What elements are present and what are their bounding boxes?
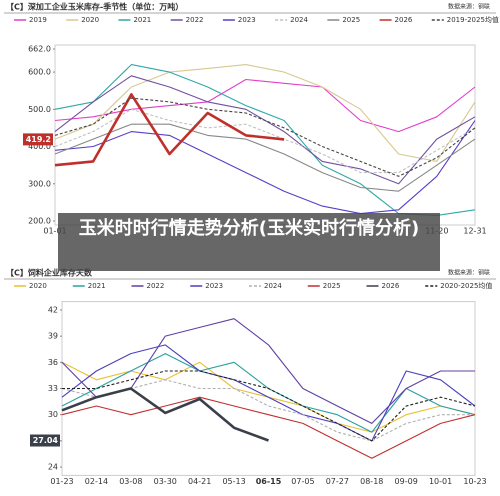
legend-label: 2023 bbox=[205, 282, 223, 290]
y-tick-label: 200.0 bbox=[28, 217, 51, 226]
legend-label: 2019 bbox=[29, 16, 47, 24]
x-tick-label: 05-13 bbox=[222, 477, 245, 486]
legend-label: 2019-2025均值 bbox=[447, 15, 499, 24]
source: 数据来源：钢联 bbox=[448, 3, 490, 11]
series-line bbox=[54, 78, 476, 133]
y-tick-label: 500.0 bbox=[28, 105, 51, 114]
series-line bbox=[54, 108, 476, 174]
series-line bbox=[62, 370, 476, 442]
y-tick-label: 36 bbox=[48, 358, 58, 367]
x-tick-label: 12-31 bbox=[463, 227, 486, 236]
x-tick-label: 01-23 bbox=[50, 477, 73, 486]
x-tick-label: 02-14 bbox=[85, 477, 108, 486]
y-tick-label: 662.0 bbox=[28, 45, 51, 54]
legend-label: 2022 bbox=[186, 16, 204, 24]
source: 数据来源：钢联 bbox=[448, 269, 490, 277]
x-tick-label: 07-05 bbox=[291, 477, 314, 486]
y-tick-label: 600.0 bbox=[28, 68, 51, 77]
legend-label: 2025 bbox=[342, 16, 360, 24]
x-tick-label: 01-01 bbox=[43, 227, 66, 236]
y-tick-label: 42 bbox=[48, 305, 58, 314]
y-tick-label: 33 bbox=[48, 384, 58, 393]
x-tick-label: 10-23 bbox=[463, 477, 486, 486]
legend-label: 2023 bbox=[238, 16, 256, 24]
legend-label: 2021 bbox=[88, 282, 106, 290]
x-tick-label: 03-30 bbox=[154, 477, 177, 486]
y-tick-label: 24 bbox=[48, 463, 58, 472]
current-value-label: 27.04 bbox=[33, 436, 59, 445]
series-line bbox=[54, 64, 476, 216]
series-line bbox=[54, 93, 285, 167]
series-line bbox=[61, 318, 475, 424]
series-line bbox=[61, 387, 269, 442]
chart-title: 【C】深加工企业玉米库存-季节性（单位：万吨） bbox=[6, 2, 183, 12]
legend-label: 2025 bbox=[323, 282, 341, 290]
y-tick-label: 30 bbox=[48, 410, 58, 419]
current-value-label: 419.2 bbox=[26, 135, 51, 144]
x-tick-label: 10-01 bbox=[429, 477, 452, 486]
legend-label: 2020 bbox=[29, 282, 47, 290]
legend-label: 2022 bbox=[147, 282, 165, 290]
legend-label: 2020-2025均值 bbox=[440, 281, 492, 290]
overlay-title: 玉米时时行情走势分析(玉米实时行情分析) bbox=[58, 213, 440, 271]
series-line bbox=[61, 344, 476, 442]
legend-label: 2026 bbox=[395, 16, 413, 24]
legend-label: 2021 bbox=[133, 16, 151, 24]
chart-title: 【C】饲料企业库存天数 bbox=[6, 268, 93, 278]
legend-label: 2024 bbox=[264, 282, 282, 290]
legend-label: 2024 bbox=[290, 16, 308, 24]
x-tick-label: 07-27 bbox=[326, 477, 349, 486]
series-line bbox=[54, 64, 476, 162]
x-tick-label: 03-08 bbox=[119, 477, 142, 486]
series-line bbox=[54, 97, 476, 177]
y-tick-label: 400.0 bbox=[28, 142, 51, 151]
x-tick-label: 09-09 bbox=[395, 477, 418, 486]
current-value-box bbox=[23, 133, 53, 146]
y-tick-label: 39 bbox=[48, 332, 58, 341]
y-tick-label: 300.0 bbox=[28, 179, 51, 188]
legend-label: 2020 bbox=[81, 16, 99, 24]
current-value-box bbox=[30, 434, 60, 447]
series-line bbox=[61, 396, 476, 459]
legend-label: 2026 bbox=[382, 282, 400, 290]
x-tick-label: 04-21 bbox=[188, 477, 211, 486]
series-line bbox=[54, 123, 476, 192]
x-tick-label: 08-18 bbox=[360, 477, 383, 486]
x-tick-label: 06-15 bbox=[256, 477, 282, 486]
series-line bbox=[61, 353, 476, 433]
series-line bbox=[54, 120, 476, 215]
